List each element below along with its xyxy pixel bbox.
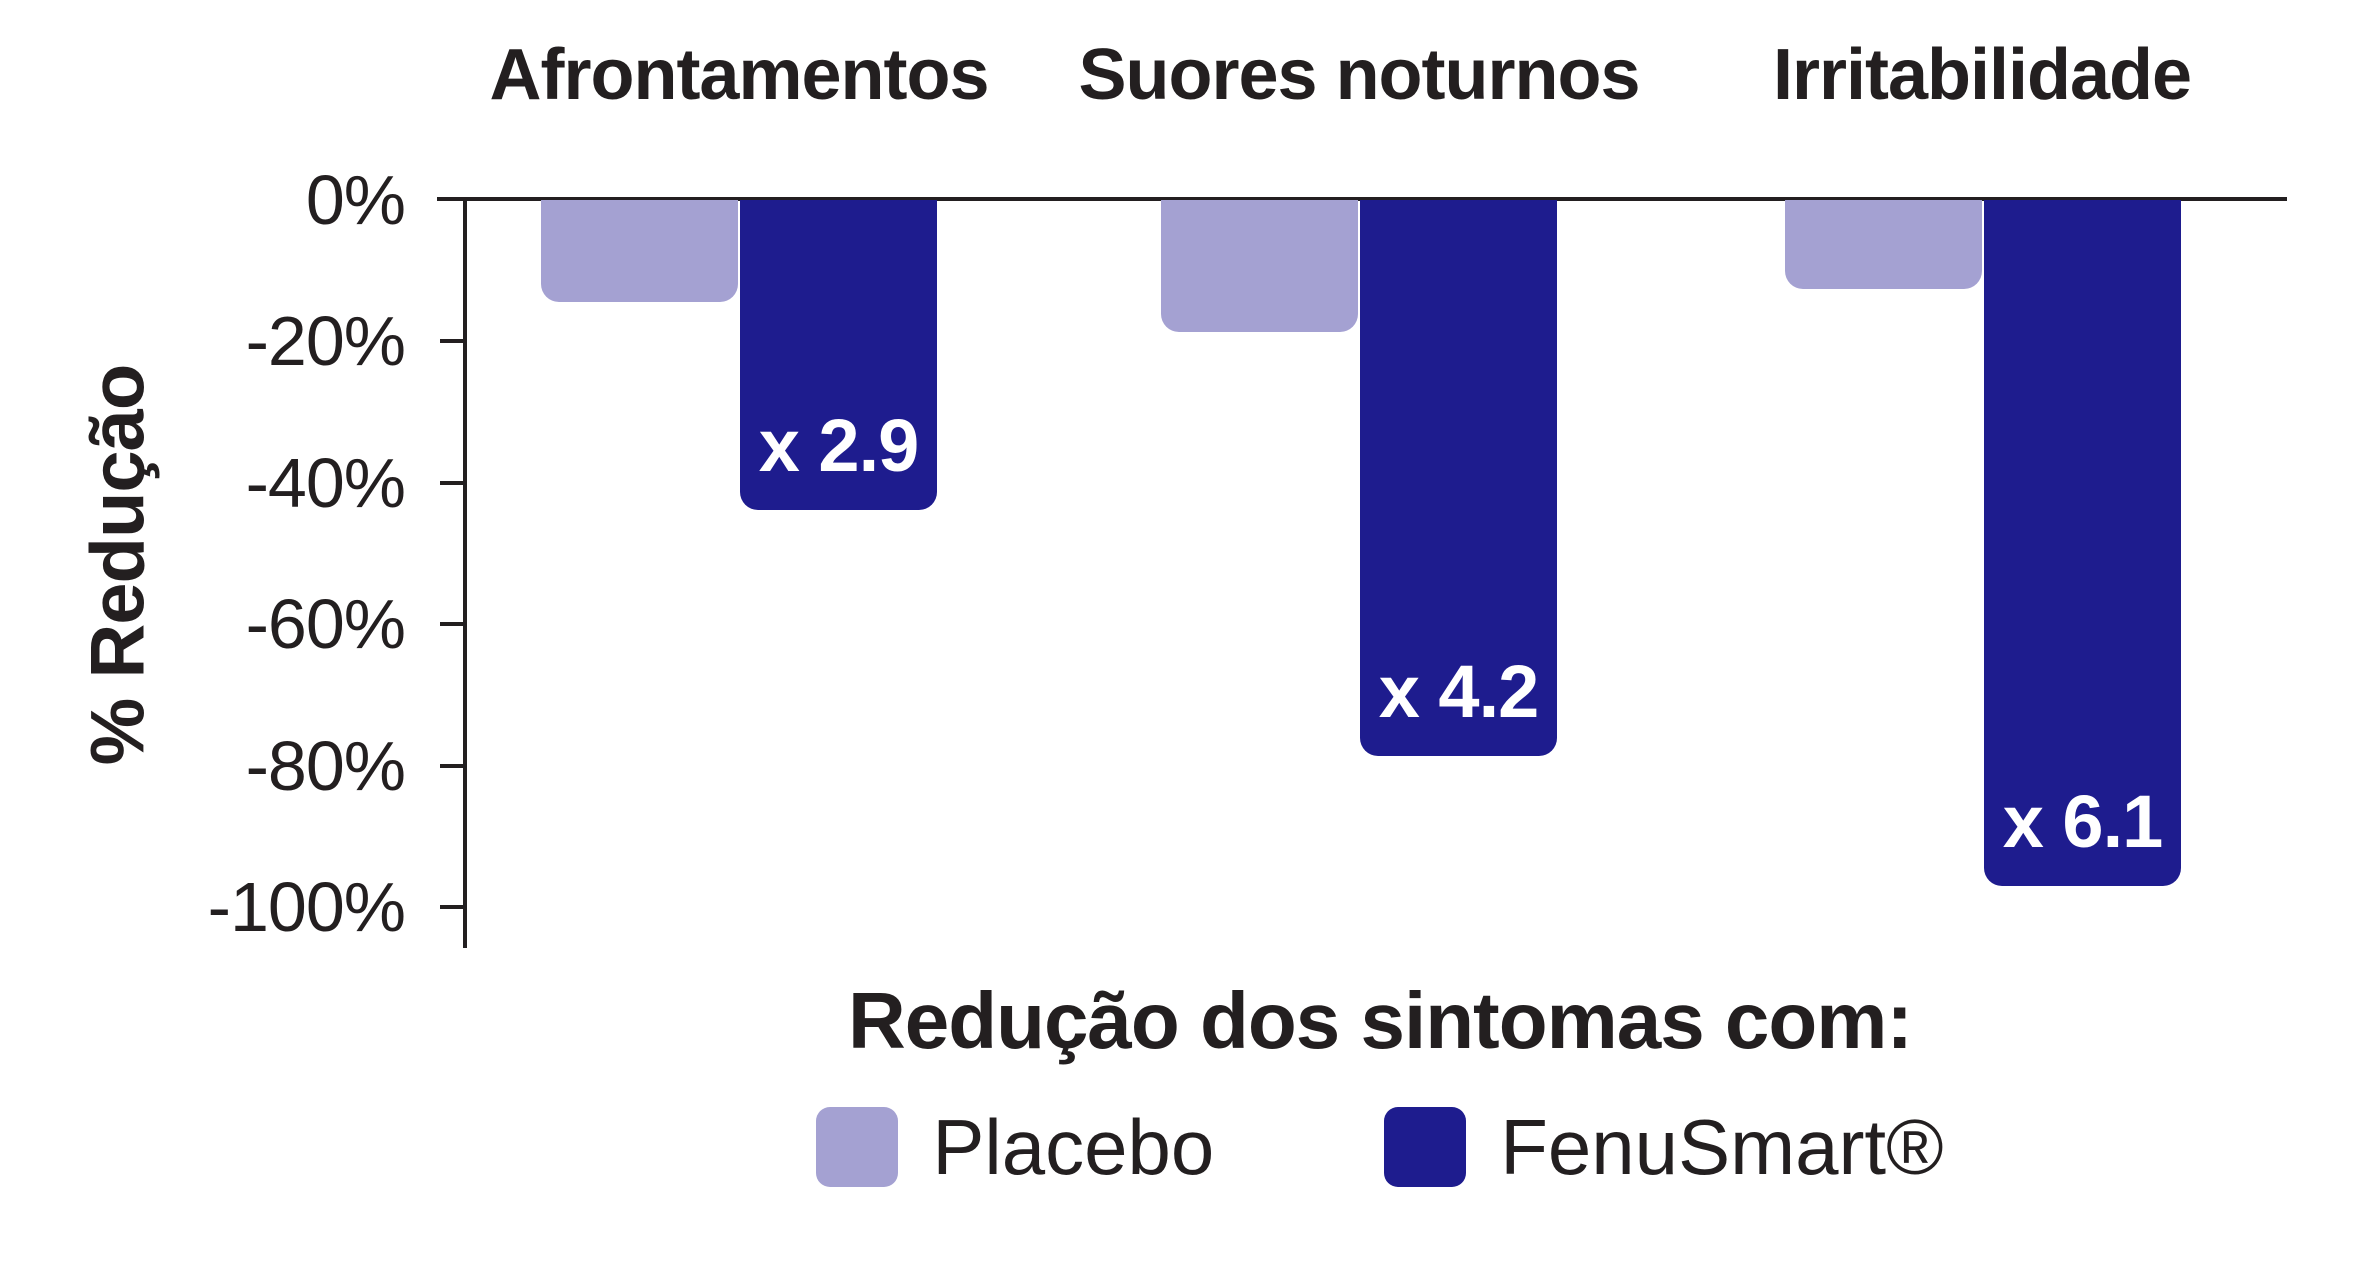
legend: Redução dos sintomas com: Placebo FenuSma… bbox=[465, 975, 2295, 1187]
category-title: Afrontamentos bbox=[489, 35, 989, 115]
category-title: Irritabilidade bbox=[1772, 35, 2192, 115]
y-axis-title: % Redução bbox=[75, 364, 161, 766]
y-tick bbox=[440, 622, 466, 627]
y-tick bbox=[440, 480, 466, 485]
bar-fenusmart: x 4.2 bbox=[1360, 200, 1557, 756]
y-axis-spine bbox=[463, 199, 467, 948]
y-tick-label: -100% bbox=[207, 868, 406, 946]
legend-item-label: FenuSmart® bbox=[1500, 1103, 1944, 1191]
bar-multiplier-label: x 4.2 bbox=[1378, 650, 1540, 733]
x-axis-baseline bbox=[437, 197, 2287, 201]
bar-placebo bbox=[541, 200, 738, 302]
legend-item: FenuSmart® bbox=[1384, 1103, 1944, 1191]
legend-item: Placebo bbox=[816, 1107, 1214, 1187]
legend-swatch bbox=[1384, 1107, 1467, 1187]
y-tick-label: -80% bbox=[245, 726, 406, 805]
y-tick-label: -60% bbox=[245, 585, 406, 664]
y-tick-label: 0% bbox=[305, 161, 406, 239]
y-tick bbox=[440, 339, 466, 344]
legend-swatch bbox=[816, 1107, 899, 1187]
legend-item-label: Placebo bbox=[932, 1103, 1215, 1191]
y-tick-label: -20% bbox=[245, 302, 406, 381]
bar-placebo bbox=[1161, 200, 1358, 332]
bar-multiplier-label: x 6.1 bbox=[2002, 780, 2164, 863]
legend-title: Redução dos sintomas com: bbox=[847, 976, 1913, 1065]
bar-multiplier-label: x 2.9 bbox=[758, 404, 920, 487]
category-title: Suores noturnos bbox=[1078, 35, 1640, 115]
bar-fenusmart: x 2.9 bbox=[740, 200, 937, 510]
bar-placebo bbox=[1785, 200, 1982, 289]
legend-row: Placebo FenuSmart® bbox=[465, 1107, 2295, 1187]
bar-fenusmart: x 6.1 bbox=[1984, 200, 2181, 886]
y-tick-label: -40% bbox=[245, 443, 406, 522]
y-tick bbox=[440, 905, 466, 909]
y-tick bbox=[440, 763, 466, 768]
